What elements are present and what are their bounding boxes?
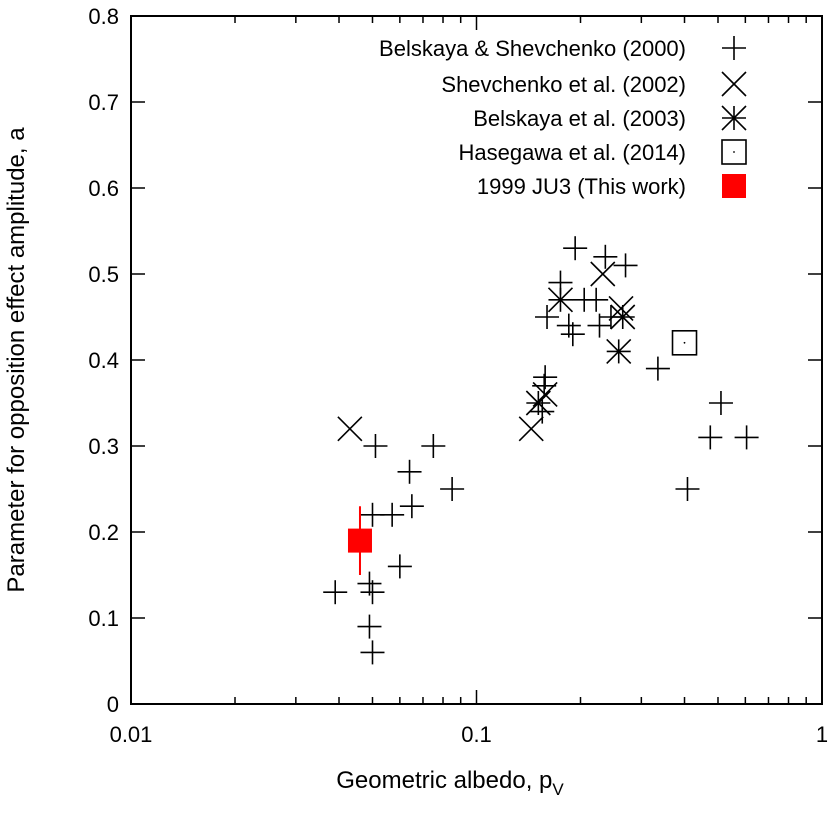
plus-point bbox=[421, 434, 446, 458]
plus-point bbox=[645, 356, 670, 381]
legend-filled-square-marker bbox=[722, 174, 746, 198]
plus-point bbox=[380, 502, 405, 527]
plot-frame bbox=[130, 15, 823, 705]
x-axis-label-subscript: V bbox=[552, 780, 564, 799]
plus-point bbox=[563, 236, 588, 261]
series-square-open bbox=[671, 329, 698, 356]
legend-entry: 1999 JU3 (This work) bbox=[477, 174, 746, 199]
plus-point bbox=[560, 322, 585, 347]
legend-label: Belskaya & Shevchenko (2000) bbox=[379, 36, 686, 61]
y-tick-label: 0.4 bbox=[88, 348, 119, 373]
legend-plus-marker bbox=[722, 36, 746, 60]
plus-point bbox=[440, 477, 465, 501]
x-axis-label: Geometric albedo, pV bbox=[336, 767, 564, 799]
axis-ticks: 0 0.1 0.2 0.3 0.4 0.5 0.6 0.7 0.8 0.01 0.1 1 bbox=[88, 4, 828, 747]
asterisk-stroke bbox=[721, 105, 747, 131]
legend-entry: Belskaya & Shevchenko (2000) bbox=[379, 36, 746, 61]
x-tick-label: 1 bbox=[816, 722, 828, 747]
legend-asterisk-marker bbox=[721, 105, 747, 131]
plus-point bbox=[698, 425, 723, 450]
asterisk-stroke bbox=[610, 304, 636, 330]
legend-label: 1999 JU3 (This work) bbox=[477, 174, 686, 199]
legend-entry: Belskaya et al. (2003) bbox=[473, 105, 747, 131]
x-axis-label-main: Geometric albedo, p bbox=[336, 767, 552, 794]
cross-stroke bbox=[721, 71, 747, 97]
plus-point bbox=[363, 434, 388, 458]
open-square-center-dot bbox=[733, 151, 735, 153]
filled-square-point bbox=[347, 528, 372, 553]
plus-point bbox=[323, 580, 348, 605]
y-tick-label: 0 bbox=[107, 692, 119, 717]
plus-point bbox=[708, 391, 733, 415]
cross-point bbox=[721, 71, 747, 97]
legend-entry: Shevchenko et al. (2002) bbox=[441, 71, 747, 97]
asterisk-point bbox=[547, 287, 574, 313]
plus-point bbox=[399, 494, 424, 519]
cross-point bbox=[337, 416, 363, 442]
y-tick-label: 0.6 bbox=[88, 176, 119, 201]
open-square-center-dot bbox=[683, 341, 686, 344]
data-marks bbox=[323, 236, 759, 665]
plus-point bbox=[593, 244, 618, 269]
plus-point bbox=[360, 640, 385, 665]
asterisk-stroke bbox=[525, 390, 551, 416]
series-cross bbox=[337, 261, 634, 442]
y-axis-label: Parameter for opposition effect amplitud… bbox=[3, 127, 30, 593]
plus-point bbox=[613, 253, 638, 278]
cross-stroke bbox=[518, 416, 544, 442]
plus-point bbox=[387, 554, 412, 579]
y-tick-label: 0.1 bbox=[88, 606, 119, 631]
cross-point bbox=[590, 261, 616, 287]
filled-square-point bbox=[722, 174, 746, 198]
legend-label: Shevchenko et al. (2002) bbox=[441, 72, 686, 97]
cross-point bbox=[518, 416, 544, 442]
asterisk-point bbox=[610, 304, 636, 330]
open-square-point bbox=[721, 139, 747, 165]
y-tick-label: 0.2 bbox=[88, 520, 119, 545]
legend: Belskaya & Shevchenko (2000) Shevchenko … bbox=[379, 36, 747, 199]
plus-point bbox=[533, 365, 558, 390]
plus-point bbox=[675, 477, 700, 501]
y-tick-label: 0.7 bbox=[88, 90, 119, 115]
plus-point bbox=[722, 36, 746, 60]
plus-point bbox=[397, 459, 422, 484]
asterisk-point bbox=[525, 390, 551, 416]
asterisk-point bbox=[606, 338, 632, 364]
cross-stroke bbox=[590, 261, 616, 287]
y-tick-label: 0.3 bbox=[88, 434, 119, 459]
open-square bbox=[671, 329, 698, 356]
legend-label: Belskaya et al. (2003) bbox=[473, 106, 686, 131]
legend-cross-marker bbox=[721, 71, 747, 97]
legend-entry: Hasegawa et al. (2014) bbox=[459, 139, 747, 165]
y-tick-label: 0.5 bbox=[88, 262, 119, 287]
asterisk-point bbox=[721, 105, 747, 131]
open-square-point bbox=[671, 329, 698, 356]
cross-stroke bbox=[337, 416, 363, 442]
legend-open-square-marker bbox=[721, 139, 747, 165]
legend-label: Hasegawa et al. (2014) bbox=[459, 140, 686, 165]
x-tick-label: 0.1 bbox=[461, 722, 492, 747]
open-square bbox=[721, 139, 747, 165]
series-asterisk bbox=[525, 287, 636, 416]
y-tick-label: 0.8 bbox=[88, 4, 119, 29]
asterisk-stroke bbox=[606, 338, 632, 364]
series-plus bbox=[323, 236, 759, 665]
plus-point bbox=[535, 305, 560, 329]
plus-point bbox=[357, 614, 382, 639]
series-square-filled bbox=[347, 506, 372, 575]
x-tick-label: 0.01 bbox=[110, 722, 153, 747]
plus-point bbox=[734, 425, 759, 450]
plus-point bbox=[584, 287, 609, 312]
plus-point bbox=[360, 580, 385, 605]
asterisk-stroke bbox=[547, 287, 574, 313]
